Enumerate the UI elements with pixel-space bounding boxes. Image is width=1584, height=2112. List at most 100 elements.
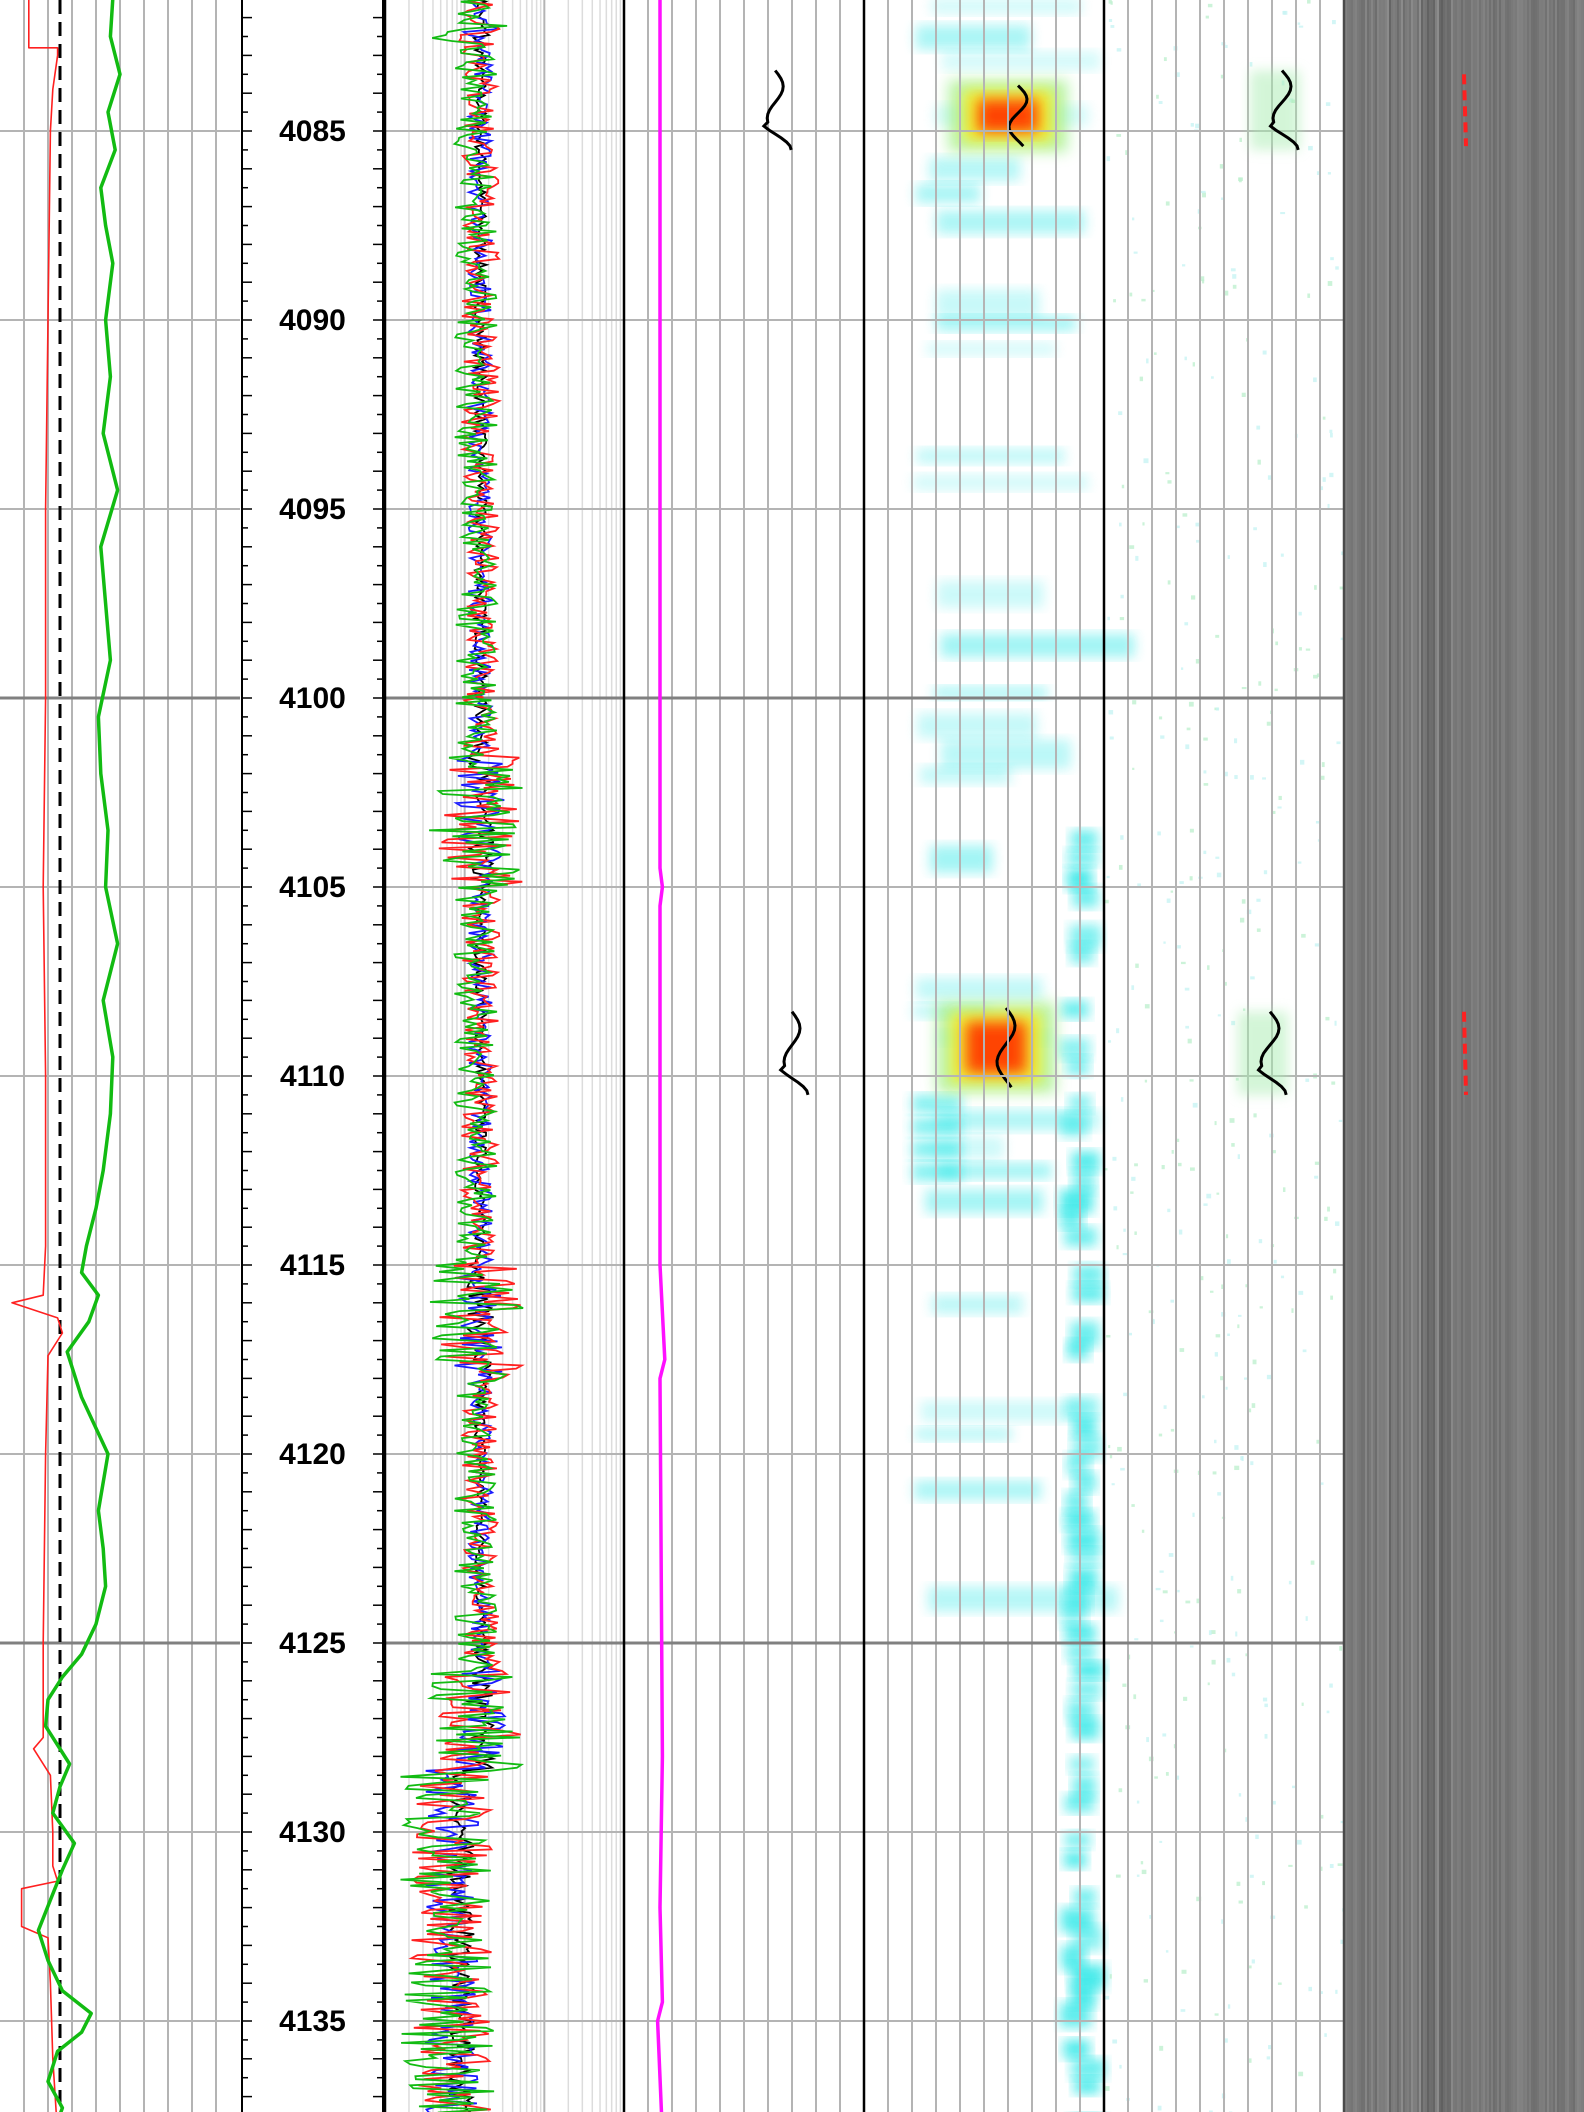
track-5-speckle [1298, 611, 1302, 616]
track-5-speckle [1174, 72, 1180, 77]
track-5-speckle [1338, 1119, 1343, 1123]
track-5-speckle [1256, 425, 1261, 430]
track-5-speckle [1278, 795, 1282, 801]
heatmap-cyan-patch [917, 713, 1038, 739]
track-5-speckle [1116, 1028, 1120, 1034]
track-5-speckle [1305, 1078, 1310, 1082]
track-5-speckle [1165, 1950, 1169, 1953]
track-5-speckle [1272, 810, 1276, 814]
track-5-speckle [1189, 1167, 1195, 1171]
track-5-speckle [1301, 1702, 1304, 1706]
heatmap-cyan-patch [915, 977, 1043, 1000]
track-5-speckle [1170, 1299, 1175, 1303]
track-5-speckle [1203, 783, 1209, 786]
track-5-speckle [1111, 1483, 1115, 1486]
track-5-speckle [1329, 1863, 1334, 1869]
track-5-speckle [1113, 299, 1116, 303]
track-5-speckle [1112, 1156, 1117, 1161]
track-5-speckle [1335, 1989, 1338, 1994]
heatmap-cyan-band [1072, 1775, 1096, 1799]
heatmap-cyan-patch [935, 1110, 1099, 1131]
track-5-speckle [1132, 767, 1135, 770]
track-5-speckle [1333, 1268, 1337, 1274]
track-5-speckle [1119, 522, 1122, 527]
track-5-speckle [1220, 1376, 1223, 1381]
track-5-speckle [1131, 985, 1135, 990]
track-5-speckle [1227, 2004, 1231, 2009]
heatmap-cyan-band [1063, 2039, 1090, 2059]
track-5-speckle [1259, 1306, 1263, 1309]
track-5-speckle [1140, 1861, 1144, 1865]
track-5-speckle [1225, 44, 1228, 48]
track-5-speckle [1135, 963, 1139, 968]
track-5-speckle [1220, 74, 1225, 79]
track-5-speckle [1239, 917, 1245, 923]
heatmap-cyan-band [1067, 1643, 1096, 1662]
track-5-speckle [1224, 1748, 1227, 1753]
track-5-speckle [1173, 1744, 1176, 1749]
track-5-speckle [1152, 1319, 1155, 1325]
track-5-speckle [1142, 522, 1145, 526]
track-5-speckle [1195, 659, 1200, 664]
track-2-red-curve [408, 0, 525, 2112]
track-5-speckle [1240, 1456, 1244, 1461]
track-5-speckle [1337, 1863, 1343, 1866]
track-5-speckle [1331, 1081, 1336, 1085]
track-5-speckle [1121, 484, 1125, 489]
track-5-speckle [1238, 1900, 1243, 1904]
heatmap-cyan-band [1072, 1283, 1105, 1302]
track-5-speckle [1247, 2058, 1252, 2063]
track-5-speckle [1211, 1659, 1216, 1665]
track-5-speckle [1250, 976, 1255, 980]
track-5-speckle [1340, 1820, 1345, 1824]
track-5-speckle [1203, 850, 1207, 855]
track-5-speckle [1129, 292, 1133, 297]
image-log-red-mark [1462, 74, 1468, 147]
track-5-speckle [1207, 1682, 1210, 1686]
track-5-speckle [1239, 137, 1242, 143]
track-5-speckle [1104, 1168, 1108, 1171]
track-5-speckle [1203, 770, 1207, 774]
track-5-speckle [1321, 762, 1325, 768]
track-5-speckle [1116, 48, 1122, 52]
track-5-speckle [1176, 1775, 1180, 1780]
track-5-speckle [1109, 1974, 1112, 1979]
track-5-speckle [1238, 1793, 1242, 1797]
track-5-speckle [1189, 876, 1193, 881]
track-5-speckle [1258, 1239, 1263, 1244]
track-5-speckle [1123, 1392, 1127, 1397]
track-5-speckle [1299, 759, 1305, 765]
heatmap-cyan-patch [916, 448, 1065, 464]
heatmap-cyan-patch [931, 1295, 1023, 1314]
track-5-speckle [1195, 123, 1200, 129]
track-5-speckle [1180, 2009, 1186, 2012]
track-5-speckle [1227, 555, 1230, 559]
track-5-speckle [1133, 251, 1138, 254]
track-5-speckle [1297, 22, 1301, 25]
track-5-speckle [1208, 1630, 1212, 1636]
track-5-speckle [1224, 771, 1228, 777]
track-5-speckle [1267, 475, 1272, 480]
track-5-speckle [1177, 525, 1180, 529]
track-5-speckle [1334, 1020, 1337, 1026]
track-5-speckle [1166, 898, 1171, 903]
track-5-speckle [1237, 1154, 1240, 1160]
track-5-speckle [1109, 736, 1114, 740]
track-5-speckle [1266, 2056, 1271, 2060]
track-5-speckle [1230, 268, 1236, 272]
track-5-speckle [1141, 1869, 1147, 1875]
heatmap-cyan-patch [940, 633, 1135, 658]
track-5-speckle [1314, 585, 1317, 590]
track-5-speckle [1245, 1284, 1248, 1288]
track-5-spectrum [1104, 0, 1349, 2112]
heatmap-cyan-band [1073, 2077, 1100, 2094]
track-5-speckle [1187, 1038, 1192, 1044]
track-5-speckle [1106, 156, 1111, 162]
track-5-speckle [1109, 1454, 1113, 1459]
track-5-speckle [1298, 647, 1302, 651]
track-5-speckle [1322, 477, 1326, 482]
track-5-speckle [1108, 1445, 1111, 1449]
track-5-speckle [1136, 1874, 1140, 1877]
depth-label: 4125 [279, 1627, 346, 1660]
